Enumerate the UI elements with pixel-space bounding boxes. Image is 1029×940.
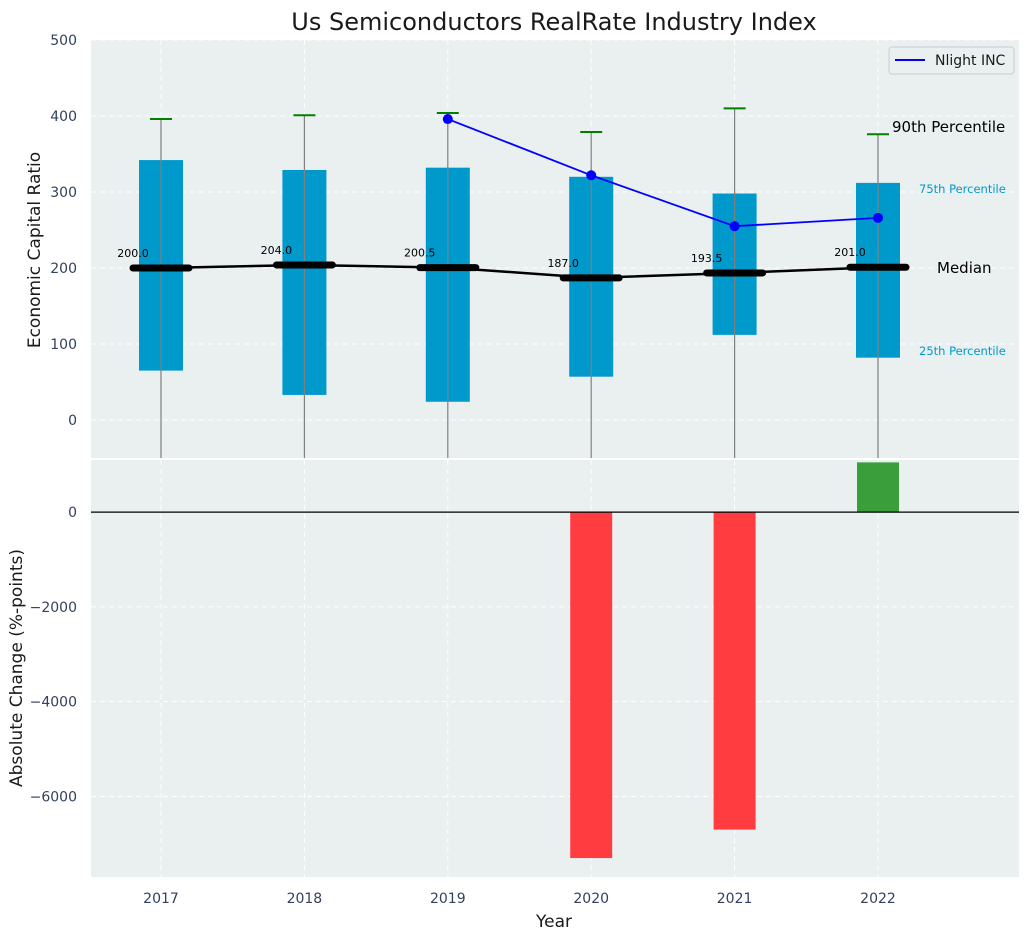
x-tick-2021: 2021: [717, 891, 753, 907]
annotation-median: Median: [937, 259, 992, 277]
top-y-tick-400: 400: [50, 109, 77, 125]
legend-label-nlight: Nlight INC: [935, 53, 1006, 69]
bottom-y-tick--2000: −2000: [30, 600, 77, 616]
median-label-2021: 193.5: [691, 252, 723, 265]
median-label-2020: 187.0: [547, 257, 579, 270]
top-y-axis-label: Economic Capital Ratio: [25, 152, 45, 348]
bottom-y-tick--6000: −6000: [30, 789, 77, 805]
series-point-2020: [586, 170, 597, 181]
x-tick-2022: 2022: [860, 891, 896, 907]
annotation-25th-percentile: 25th Percentile: [919, 344, 1006, 358]
series-point-2021: [729, 221, 740, 232]
x-tick-2017: 2017: [143, 891, 179, 907]
median-label-2022: 201.0: [834, 246, 866, 259]
bottom-y-tick--4000: −4000: [30, 695, 77, 711]
x-tick-2019: 2019: [430, 891, 466, 907]
x-tick-2018: 2018: [287, 891, 323, 907]
top-y-tick-100: 100: [50, 337, 77, 353]
median-label-2019: 200.5: [404, 247, 436, 260]
legend: Nlight INC: [888, 46, 1015, 75]
chart-title: Us Semiconductors RealRate Industry Inde…: [291, 8, 816, 36]
series-point-2022: [873, 212, 883, 223]
bottom-plot-area: [91, 460, 1019, 877]
change-bar-2021: [713, 512, 756, 830]
series-point-2019: [442, 114, 453, 125]
bottom-y-axis-label: Absolute Change (%-points): [7, 549, 27, 787]
top-y-tick-200: 200: [50, 261, 77, 277]
annotation-90th-percentile: 90th Percentile: [892, 118, 1005, 136]
x-tick-2020: 2020: [573, 891, 609, 907]
top-y-tick-300: 300: [50, 185, 77, 201]
legend-box: [888, 46, 1015, 75]
annotation-75th-percentile: 75th Percentile: [919, 182, 1006, 196]
change-bar-2020: [570, 512, 613, 859]
median-label-2017: 200.0: [117, 247, 149, 260]
top-y-tick-0: 0: [68, 413, 77, 429]
series-line-0: [447, 118, 879, 228]
change-bar-2022: [857, 462, 899, 513]
median-label-2018: 204.0: [261, 244, 293, 257]
x-axis-label: Year: [535, 912, 572, 932]
bottom-y-tick-0: 0: [68, 505, 77, 521]
top-y-tick-500: 500: [50, 33, 77, 49]
